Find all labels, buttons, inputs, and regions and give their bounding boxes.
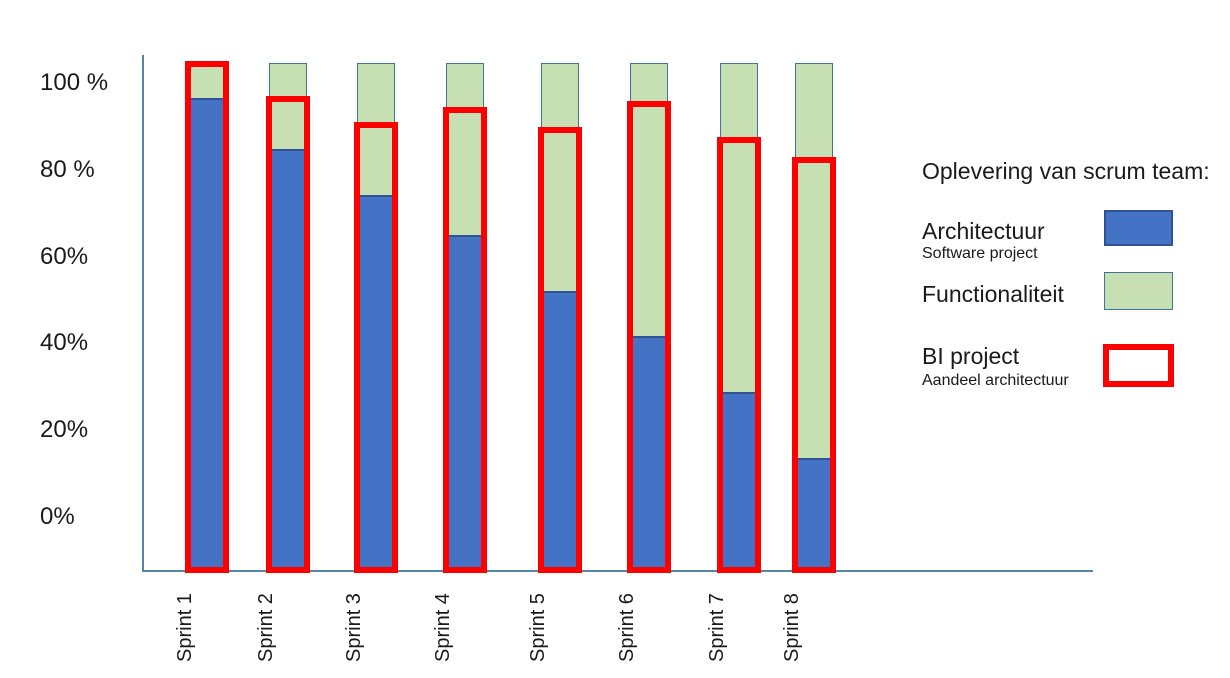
functionaliteit-segment xyxy=(446,63,484,235)
y-axis-tick-label: 20% xyxy=(40,416,89,444)
legend-sublabel-software-project: Software project xyxy=(922,245,1038,262)
legend-sublabel-aandeel-architectuur: Aandeel architectuur xyxy=(922,372,1069,389)
y-axis-tick-label: 80 % xyxy=(40,155,95,183)
legend-title: Oplevering van scrum team: xyxy=(922,158,1210,184)
functionaliteit-swatch xyxy=(1104,272,1173,310)
bi-project-outline xyxy=(443,107,487,573)
x-axis-line xyxy=(142,570,1093,572)
bi-project-outline xyxy=(185,61,229,573)
y-axis-tick-label: 100 % xyxy=(40,69,109,96)
x-axis-label: Sprint 1 xyxy=(174,593,196,662)
x-axis-label: Sprint 5 xyxy=(527,593,549,662)
x-axis-label: Sprint 6 xyxy=(616,593,638,662)
x-axis-label: Sprint 3 xyxy=(343,593,365,662)
legend-label-bi-project: BI project xyxy=(922,343,1020,369)
x-axis-label: Sprint 8 xyxy=(781,593,803,662)
bi-project-outline xyxy=(266,96,310,573)
bi-project-outline xyxy=(792,157,836,573)
bi-project-outline xyxy=(538,127,582,573)
functionaliteit-segment xyxy=(720,63,758,392)
x-axis-label: Sprint 7 xyxy=(706,593,728,662)
legend-label-architectuur: Architectuur xyxy=(922,218,1045,244)
bi-project-outline xyxy=(627,101,671,573)
y-axis-tick-label: 40% xyxy=(40,329,89,357)
legend: Oplevering van scrum team: Architectuur … xyxy=(880,140,1230,420)
functionaliteit-segment xyxy=(269,63,307,149)
y-axis-tick-label: 0% xyxy=(40,503,75,530)
architectuur-swatch xyxy=(1104,210,1173,246)
x-axis-label: Sprint 2 xyxy=(255,593,277,662)
y-axis-line xyxy=(142,55,144,571)
architectuur-segment xyxy=(541,291,579,569)
bi-project-swatch xyxy=(1103,344,1174,387)
legend-label-functionaliteit: Functionaliteit xyxy=(922,281,1064,307)
bi-project-outline xyxy=(354,122,398,573)
x-axis-label: Sprint 4 xyxy=(432,593,454,662)
bi-project-outline xyxy=(717,137,761,573)
y-axis-tick-label: 60% xyxy=(40,242,89,270)
